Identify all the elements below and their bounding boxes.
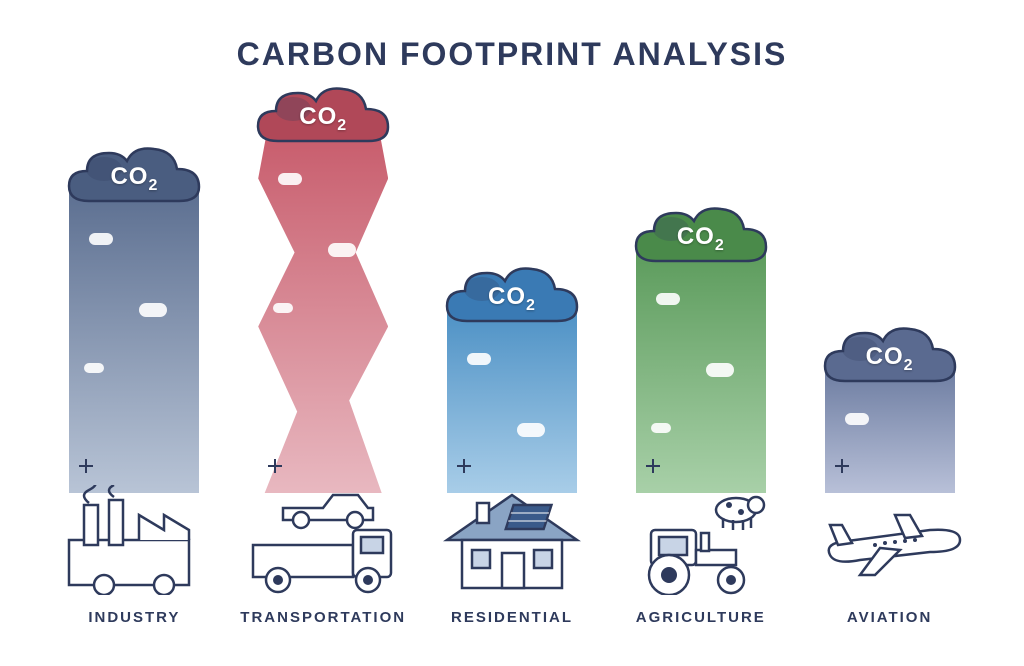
industry-label: INDUSTRY xyxy=(88,609,180,626)
mini-cloud-icon xyxy=(273,303,293,313)
mini-cloud-icon xyxy=(845,413,869,425)
co2-label: CO2 xyxy=(866,343,914,375)
column-residential: CO2 RESIDENTIAL xyxy=(428,303,597,626)
mini-cloud-icon xyxy=(328,243,356,257)
mini-cloud-icon xyxy=(517,423,545,437)
sparkle-icon xyxy=(835,459,849,473)
column-agriculture: CO2 AGRICULTURE xyxy=(616,243,785,626)
page-title: CARBON FOOTPRINT ANALYSIS xyxy=(0,36,1024,73)
column-industry: CO2 INDUSTRY xyxy=(50,183,219,626)
column-aviation: CO2 AVIATION xyxy=(805,363,974,626)
residential-label: RESIDENTIAL xyxy=(451,609,573,626)
co2-label: CO2 xyxy=(677,223,725,255)
sparkle-icon xyxy=(268,459,282,473)
industry-plume xyxy=(69,183,199,493)
sparkle-icon xyxy=(79,459,93,473)
mini-cloud-icon xyxy=(89,233,113,245)
transportation-plume xyxy=(258,123,388,493)
co2-label: CO2 xyxy=(110,163,158,195)
chart-columns: CO2 INDUSTRY CO2 TRA xyxy=(50,123,974,626)
mini-cloud-icon xyxy=(278,173,302,185)
mini-cloud-icon xyxy=(651,423,671,433)
industry-cloud-icon: CO2 xyxy=(59,141,209,221)
co2-label: CO2 xyxy=(299,103,347,135)
sparkle-icon xyxy=(646,459,660,473)
agriculture-cloud-icon: CO2 xyxy=(626,201,776,281)
residential-icon xyxy=(432,485,592,595)
mini-cloud-icon xyxy=(656,293,680,305)
mini-cloud-icon xyxy=(706,363,734,377)
mini-cloud-icon xyxy=(139,303,167,317)
transportation-cloud-icon: CO2 xyxy=(248,81,398,161)
column-transportation: CO2 TRANSPORTATION xyxy=(239,123,408,626)
transportation-icon xyxy=(243,485,403,595)
aviation-cloud-icon: CO2 xyxy=(815,321,965,401)
mini-cloud-icon xyxy=(467,353,491,365)
aviation-label: AVIATION xyxy=(847,609,932,626)
sparkle-icon xyxy=(457,459,471,473)
agriculture-icon xyxy=(621,485,781,595)
aviation-icon xyxy=(810,485,970,595)
transportation-label: TRANSPORTATION xyxy=(240,609,406,626)
mini-cloud-icon xyxy=(84,363,104,373)
agriculture-label: AGRICULTURE xyxy=(636,609,766,626)
residential-cloud-icon: CO2 xyxy=(437,261,587,341)
industry-icon xyxy=(54,485,214,595)
co2-label: CO2 xyxy=(488,283,536,315)
